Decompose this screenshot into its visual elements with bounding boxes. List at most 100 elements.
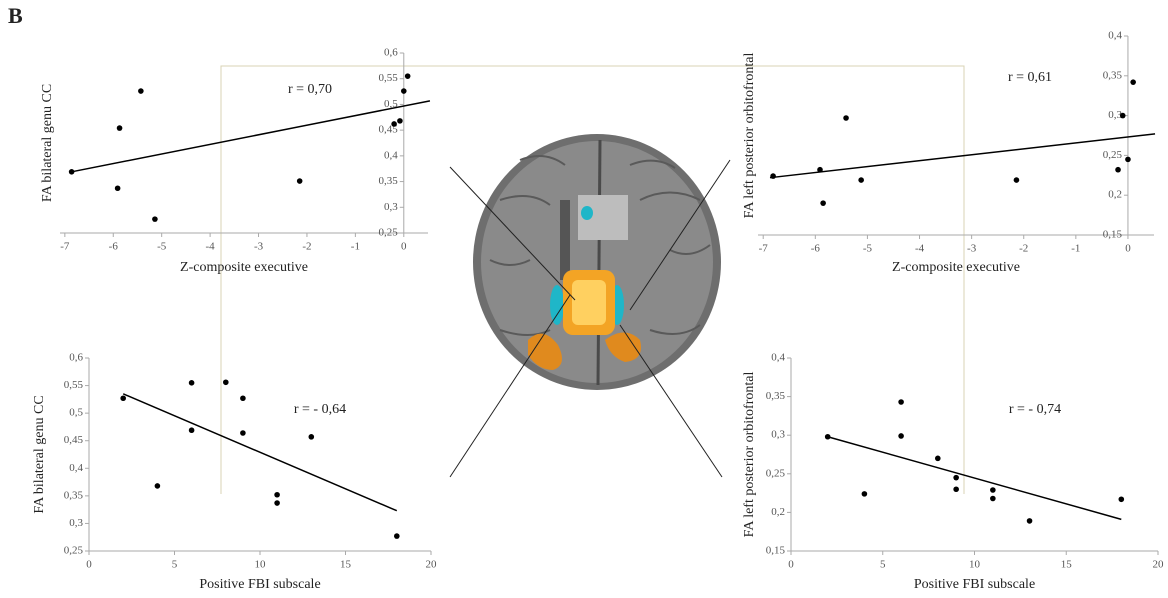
pointer-lines — [449, 159, 731, 478]
point — [68, 169, 75, 175]
point — [990, 495, 996, 502]
point — [240, 395, 246, 402]
point — [397, 118, 403, 124]
brain-image — [473, 134, 721, 390]
x-tick-label: 15 — [1061, 559, 1073, 571]
x-tick-label: -7 — [60, 241, 70, 253]
y-tick-label: 0,45 — [64, 434, 84, 446]
trend-line — [71, 100, 431, 173]
y-axis-label: FA left posterior orbitofrontal — [742, 372, 757, 538]
x-tick-label: 0 — [86, 559, 92, 571]
point — [861, 491, 868, 497]
x-tick-label: -1 — [351, 241, 360, 253]
point — [1013, 177, 1020, 183]
point — [898, 399, 904, 405]
y-axis-label: FA bilateral genu CC — [40, 84, 55, 202]
point — [820, 200, 826, 206]
point — [152, 216, 158, 222]
y-tick-label: 0,2 — [771, 506, 785, 518]
annotation: r = - 0,64 — [294, 402, 346, 417]
y-axis-label: FA bilateral genu CC — [32, 395, 47, 513]
y-tick-label: 0,5 — [69, 407, 83, 419]
annotation: r = - 0,74 — [1009, 402, 1061, 417]
x-tick-label: 5 — [172, 559, 178, 571]
point — [953, 474, 959, 481]
x-tick-label: 20 — [1153, 559, 1165, 571]
x-tick-label: -6 — [109, 241, 119, 253]
x-tick-label: 0 — [1125, 243, 1131, 255]
trend-line — [122, 393, 398, 512]
frame — [220, 65, 965, 494]
point — [223, 379, 229, 386]
point — [394, 533, 400, 539]
y-tick-label: 0,55 — [379, 72, 399, 84]
point — [274, 500, 280, 506]
x-tick-label: -5 — [157, 241, 167, 253]
y-tick-label: 0,25 — [1103, 149, 1123, 161]
x-tick-label: 5 — [880, 559, 886, 571]
y-tick-label: 0,4 — [69, 462, 83, 474]
y-tick-label: 0,3 — [771, 429, 785, 441]
point — [400, 88, 407, 94]
point — [391, 121, 397, 127]
x-tick-label: 10 — [255, 559, 267, 571]
point — [274, 491, 280, 498]
x-tick-label: -2 — [1019, 243, 1028, 255]
point — [120, 395, 126, 402]
point — [1125, 156, 1131, 163]
point — [404, 73, 411, 79]
y-tick-label: 0,2 — [1108, 189, 1122, 201]
point — [1130, 79, 1136, 85]
trend-line — [827, 436, 1122, 521]
annotation: r = 0,70 — [288, 82, 332, 97]
x-tick-label: 0 — [788, 559, 794, 571]
point — [116, 125, 123, 131]
point — [898, 433, 904, 439]
x-tick-label: -5 — [863, 243, 873, 255]
point — [138, 88, 144, 94]
y-tick-label: 0,55 — [64, 379, 84, 391]
point — [1118, 496, 1125, 503]
y-tick-label: 0,15 — [766, 545, 786, 557]
y-tick-label: 0,4 — [384, 149, 398, 161]
y-tick-label: 0,4 — [771, 352, 785, 364]
y-tick-label: 0,35 — [766, 390, 786, 402]
y-tick-label: 0,35 — [1103, 69, 1123, 81]
point — [296, 178, 303, 184]
point — [990, 487, 996, 493]
point — [1115, 166, 1121, 173]
point — [188, 427, 195, 434]
y-axis-label: FA left posterior orbitofrontal — [742, 53, 757, 219]
y-tick-label: 0,25 — [379, 227, 399, 239]
y-tick-label: 0,6 — [384, 47, 398, 59]
x-tick-label: -3 — [254, 241, 264, 253]
y-tick-label: 0,45 — [379, 124, 399, 136]
y-tick-label: 0,3 — [69, 517, 83, 529]
x-axis-label: Z-composite executive — [892, 260, 1020, 275]
y-tick-label: 0,4 — [1108, 30, 1122, 42]
y-tick-label: 0,6 — [69, 352, 83, 364]
x-axis-label: Positive FBI subscale — [199, 577, 320, 592]
point — [308, 434, 315, 440]
x-axis-label: Positive FBI subscale — [914, 577, 1035, 592]
y-tick-label: 0,3 — [1108, 109, 1122, 121]
point — [1026, 518, 1033, 524]
x-tick-label: -7 — [759, 243, 769, 255]
panel-label: B — [8, 3, 23, 28]
point — [240, 430, 246, 436]
y-tick-label: 0,25 — [766, 467, 786, 479]
x-tick-label: -6 — [811, 243, 821, 255]
y-tick-label: 0,5 — [384, 98, 398, 110]
x-tick-label: 0 — [401, 241, 407, 253]
y-tick-label: 0,35 — [379, 175, 399, 187]
x-tick-label: -3 — [967, 243, 977, 255]
x-tick-label: -4 — [206, 241, 216, 253]
annotation: r = 0,61 — [1008, 70, 1052, 85]
x-tick-label: 15 — [340, 559, 352, 571]
y-tick-label: 0,15 — [1103, 229, 1123, 241]
point — [1119, 112, 1126, 119]
y-tick-label: 0,25 — [64, 545, 84, 557]
trend-line — [769, 133, 1156, 179]
point — [953, 486, 959, 493]
point — [843, 115, 849, 121]
